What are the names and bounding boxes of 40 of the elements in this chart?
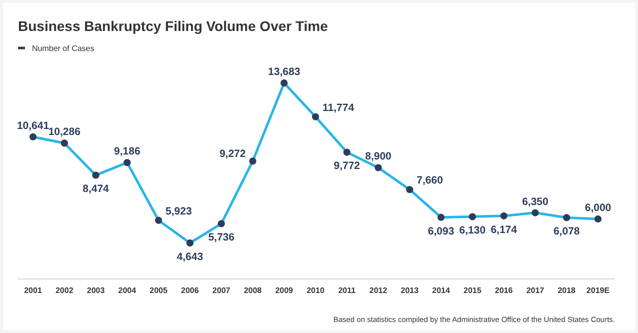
x-tick-label: 2003 <box>86 286 106 295</box>
data-label: 6,093 <box>428 225 454 238</box>
x-tick-label: 2005 <box>150 286 168 295</box>
x-tick-label: 2014 <box>432 286 451 295</box>
x-tick-label: 2004 <box>118 286 137 295</box>
data-label: 7,660 <box>416 174 444 187</box>
data-label: 8,900 <box>365 150 392 163</box>
data-label: 5,923 <box>166 205 192 218</box>
legend-label: Number of Cases <box>32 44 94 53</box>
x-tick-label: 2008 <box>244 286 262 295</box>
data-label: 6,000 <box>584 202 612 214</box>
data-label: 9,772 <box>334 160 360 172</box>
data-label: 10,641 <box>16 120 50 132</box>
data-label: 13,683 <box>268 66 300 78</box>
data-label: 10,286 <box>48 126 81 138</box>
data-label: 5,736 <box>208 232 235 244</box>
data-label: 6,174 <box>490 224 518 236</box>
data-label: 11,774 <box>322 102 354 114</box>
x-tick-label: 2012 <box>369 286 388 295</box>
x-tick-label: 2018 <box>558 286 576 295</box>
data-label: 6,078 <box>553 226 580 238</box>
x-tick-label: 2013 <box>400 286 420 295</box>
data-label: 9,272 <box>219 148 246 160</box>
x-tick-label: 2017 <box>526 286 545 295</box>
x-tick-label: 2015 <box>464 286 482 295</box>
x-tick-label: 2007 <box>212 286 231 295</box>
x-tick-label: 2006 <box>181 286 200 295</box>
x-tick-label: 2001 <box>24 286 42 295</box>
x-tick-label: 2010 <box>306 286 325 295</box>
chart-title: Business Bankruptcy Filing Volume Over Time <box>18 18 328 34</box>
data-label: 6,130 <box>459 224 486 237</box>
x-tick-label: 2016 <box>494 286 514 295</box>
x-tick-label: 2002 <box>55 286 74 295</box>
x-tick-label: 2011 <box>338 286 356 295</box>
data-label: 4,643 <box>176 251 204 263</box>
data-label: 9,186 <box>114 146 140 158</box>
data-label: 6,350 <box>522 196 549 208</box>
x-tick-label: 2009 <box>275 286 294 295</box>
x-tick-label: 2019E <box>586 286 610 295</box>
data-label: 8,474 <box>82 183 110 196</box>
